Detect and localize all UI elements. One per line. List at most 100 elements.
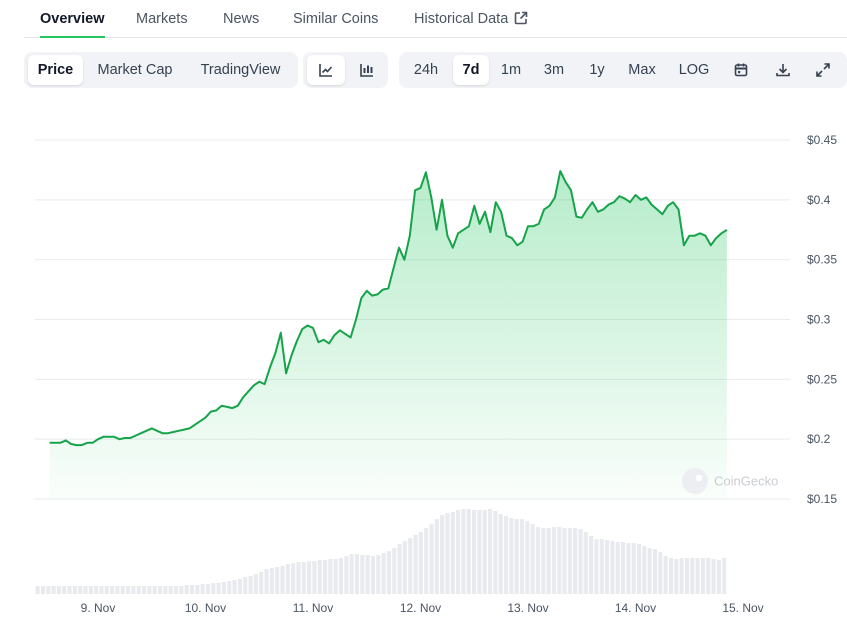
line-chart-icon — [319, 64, 333, 77]
volume-bar — [626, 543, 631, 594]
volume-bar — [386, 551, 391, 594]
volume-bar — [269, 568, 274, 594]
volume-bar — [610, 541, 615, 594]
volume-bar — [589, 536, 594, 594]
volume-bar — [360, 555, 365, 594]
volume-bar — [56, 586, 62, 594]
volume-bar — [344, 556, 349, 594]
tab-historical-data-label: Historical Data — [414, 11, 509, 27]
volume-bar — [328, 559, 333, 594]
volume-bar — [434, 519, 439, 594]
volume-bar — [115, 586, 120, 594]
volume-bar — [642, 546, 647, 594]
volume-bar — [365, 555, 370, 594]
price-area-fill — [49, 171, 727, 499]
volume-bar — [211, 583, 216, 594]
volume-bar — [392, 548, 397, 594]
volume-bar — [120, 586, 125, 594]
calendar-button[interactable] — [725, 55, 757, 85]
volume-bar — [668, 558, 674, 594]
volume-bar — [445, 513, 450, 594]
volume-bar — [126, 586, 131, 594]
volume-bar — [376, 555, 381, 594]
watermark-text: CoinGecko — [714, 474, 778, 489]
volume-bar — [40, 586, 46, 594]
candlestick-chart-button[interactable] — [348, 55, 386, 85]
range-1y-button[interactable]: 1y — [589, 62, 605, 78]
coingecko-logo-icon — [682, 468, 708, 494]
volume-bar — [248, 576, 253, 594]
volume-bar — [599, 539, 604, 594]
volume-bar — [706, 558, 711, 594]
x-tick-label: 13. Nov — [507, 601, 548, 615]
tab-historical-data[interactable]: Historical Data — [414, 0, 528, 38]
volume-bar — [322, 560, 328, 594]
volume-bar — [381, 553, 386, 594]
tradingview-tab-button[interactable]: TradingView — [200, 62, 281, 78]
volume-bar — [503, 516, 509, 594]
volume-bar — [221, 582, 226, 594]
y-tick-label: $0.4 — [807, 193, 831, 207]
line-chart-button[interactable] — [307, 55, 345, 85]
volume-bar — [184, 585, 189, 594]
volume-bar — [243, 577, 248, 594]
volume-bar — [110, 586, 115, 594]
y-axis-labels: $0.15 $0.2 $0.25 $0.3 $0.35 $0.4 $0.45 — [807, 133, 837, 506]
volume-bar — [291, 563, 296, 594]
volume-bar — [51, 586, 56, 594]
range-24h-button[interactable]: 24h — [413, 62, 439, 78]
volume-bar — [413, 535, 418, 594]
volume-bar — [658, 552, 663, 594]
volume-bar — [472, 510, 477, 594]
volume-bar — [519, 519, 525, 594]
x-tick-label: 12. Nov — [400, 601, 441, 615]
download-button[interactable] — [767, 55, 799, 85]
volume-bar — [700, 558, 705, 594]
volume-bar — [195, 585, 200, 594]
fullscreen-icon — [816, 63, 830, 77]
volume-bar — [275, 567, 280, 594]
price-chart[interactable]: $0.15 $0.2 $0.25 $0.3 $0.35 $0.4 $0.45 9. Nov 1… — [0, 100, 847, 627]
tab-news[interactable]: News — [223, 11, 260, 27]
tab-similar-coins[interactable]: Similar Coins — [293, 11, 379, 27]
volume-bar — [259, 572, 264, 594]
volume-bar — [477, 510, 482, 594]
fullscreen-button[interactable] — [807, 55, 839, 85]
range-7d-button[interactable]: 7d — [453, 55, 489, 85]
calendar-icon — [734, 63, 748, 77]
volume-bar — [466, 509, 471, 594]
price-tab-button[interactable]: Price — [28, 55, 83, 85]
volume-bar — [716, 560, 721, 594]
volume-bar — [285, 564, 290, 594]
volume-bar — [205, 584, 211, 594]
range-max-button[interactable]: Max — [628, 62, 656, 78]
tab-overview[interactable]: Overview — [40, 0, 105, 38]
volume-bar — [684, 558, 690, 594]
volume-bar — [88, 586, 93, 594]
volume-bar — [541, 528, 546, 594]
y-tick-label: $0.3 — [807, 313, 831, 327]
range-1m-button[interactable]: 1m — [500, 62, 522, 78]
tab-markets[interactable]: Markets — [136, 11, 188, 27]
price-line — [49, 170, 728, 447]
volume-bar — [690, 558, 695, 594]
y-tick-label: $0.35 — [807, 253, 837, 267]
volume-bar — [280, 566, 285, 594]
x-tick-label: 10. Nov — [185, 601, 226, 615]
volume-bar — [158, 586, 163, 594]
volume-bar — [349, 554, 354, 594]
market-cap-tab-button[interactable]: Market Cap — [97, 62, 173, 78]
volume-bar — [78, 586, 83, 594]
volume-bar — [104, 586, 109, 594]
volume-bar — [674, 559, 679, 594]
external-link-icon — [514, 2, 528, 40]
volume-bar — [482, 510, 487, 594]
volume-bar — [163, 586, 168, 594]
volume-bar — [647, 548, 652, 594]
volume-bar — [440, 515, 445, 594]
candlestick-chart-icon — [360, 64, 373, 77]
metric-selector: Price Market Cap TradingView — [24, 52, 298, 88]
volume-bar — [397, 544, 402, 594]
log-scale-button[interactable]: LOG — [678, 62, 710, 78]
range-3m-button[interactable]: 3m — [543, 62, 565, 78]
